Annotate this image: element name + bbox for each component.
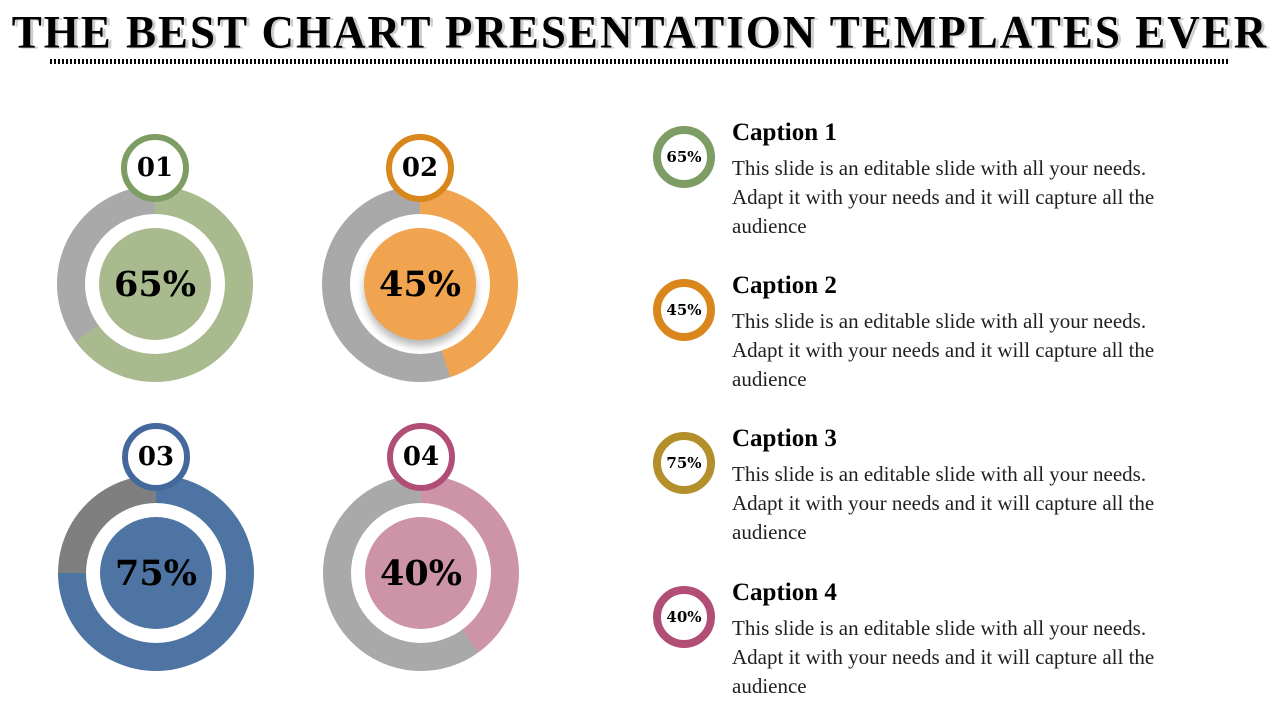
donut-center-disc: 45%: [364, 228, 476, 340]
caption-percent-badge: 40%: [653, 586, 715, 648]
donut-center-disc: 75%: [100, 517, 212, 629]
slide-title: THE BEST CHART PRESENTATION TEMPLATES EV…: [11, 6, 1269, 59]
caption-body: This slide is an editable slide with all…: [732, 462, 1155, 544]
caption-perc认badge: 65%: [653, 126, 715, 188]
caption-item-2: Caption 2 This slide is an editable slid…: [732, 272, 1170, 394]
caption-title: Caption 3: [732, 425, 837, 452]
caption-percent-label: 75%: [666, 454, 702, 472]
caption-title: Caption 1: [732, 119, 837, 146]
caption-percent-label: 45%: [666, 301, 702, 319]
caption-percent-badge: 45%: [653, 279, 715, 341]
donut-chart-04: 40% 04: [323, 423, 519, 671]
donut-center-disc: 65%: [99, 228, 211, 340]
caption-title: Caption 2: [732, 272, 837, 299]
chart-number-badge: 01: [121, 134, 189, 202]
donut-chart-03: 75% 03: [58, 423, 254, 671]
donut-value-label: 75%: [115, 552, 197, 594]
title-dotted-divider: [50, 59, 1230, 64]
donut-value-label: 45%: [379, 263, 461, 305]
chart-number-label: 04: [402, 442, 440, 472]
caption-body: This slide is an editable slide with all…: [732, 309, 1155, 391]
chart-number-label: 03: [137, 442, 175, 472]
donut-center-disc: 40%: [365, 517, 477, 629]
chart-number-badge: 04: [387, 423, 455, 491]
donut-value-label: 40%: [380, 552, 462, 594]
caption-item-4: Caption 4 This slide is an editable slid…: [732, 579, 1170, 701]
caption-percent-label: 40%: [666, 608, 702, 626]
chart-number-badge: 02: [386, 134, 454, 202]
chart-number-label: 01: [136, 153, 174, 183]
donut-value-label: 65%: [114, 263, 196, 305]
caption-percent-badge: 75%: [653, 432, 715, 494]
caption-title: Caption 4: [732, 579, 837, 606]
caption-percent-label: 65%: [666, 148, 702, 166]
donut-chart-02: 45% 02: [322, 134, 518, 382]
caption-item-3: Caption 3 This slide is an editable slid…: [732, 425, 1170, 547]
chart-number-label: 02: [401, 153, 439, 183]
chart-number-badge: 03: [122, 423, 190, 491]
caption-body: This slide is an editable slide with all…: [732, 616, 1155, 698]
caption-body: This slide is an editable slide with all…: [732, 156, 1155, 238]
donut-chart-01: 65% 01: [57, 134, 253, 382]
caption-item-1: Caption 1 This slide is an editable slid…: [732, 119, 1170, 241]
